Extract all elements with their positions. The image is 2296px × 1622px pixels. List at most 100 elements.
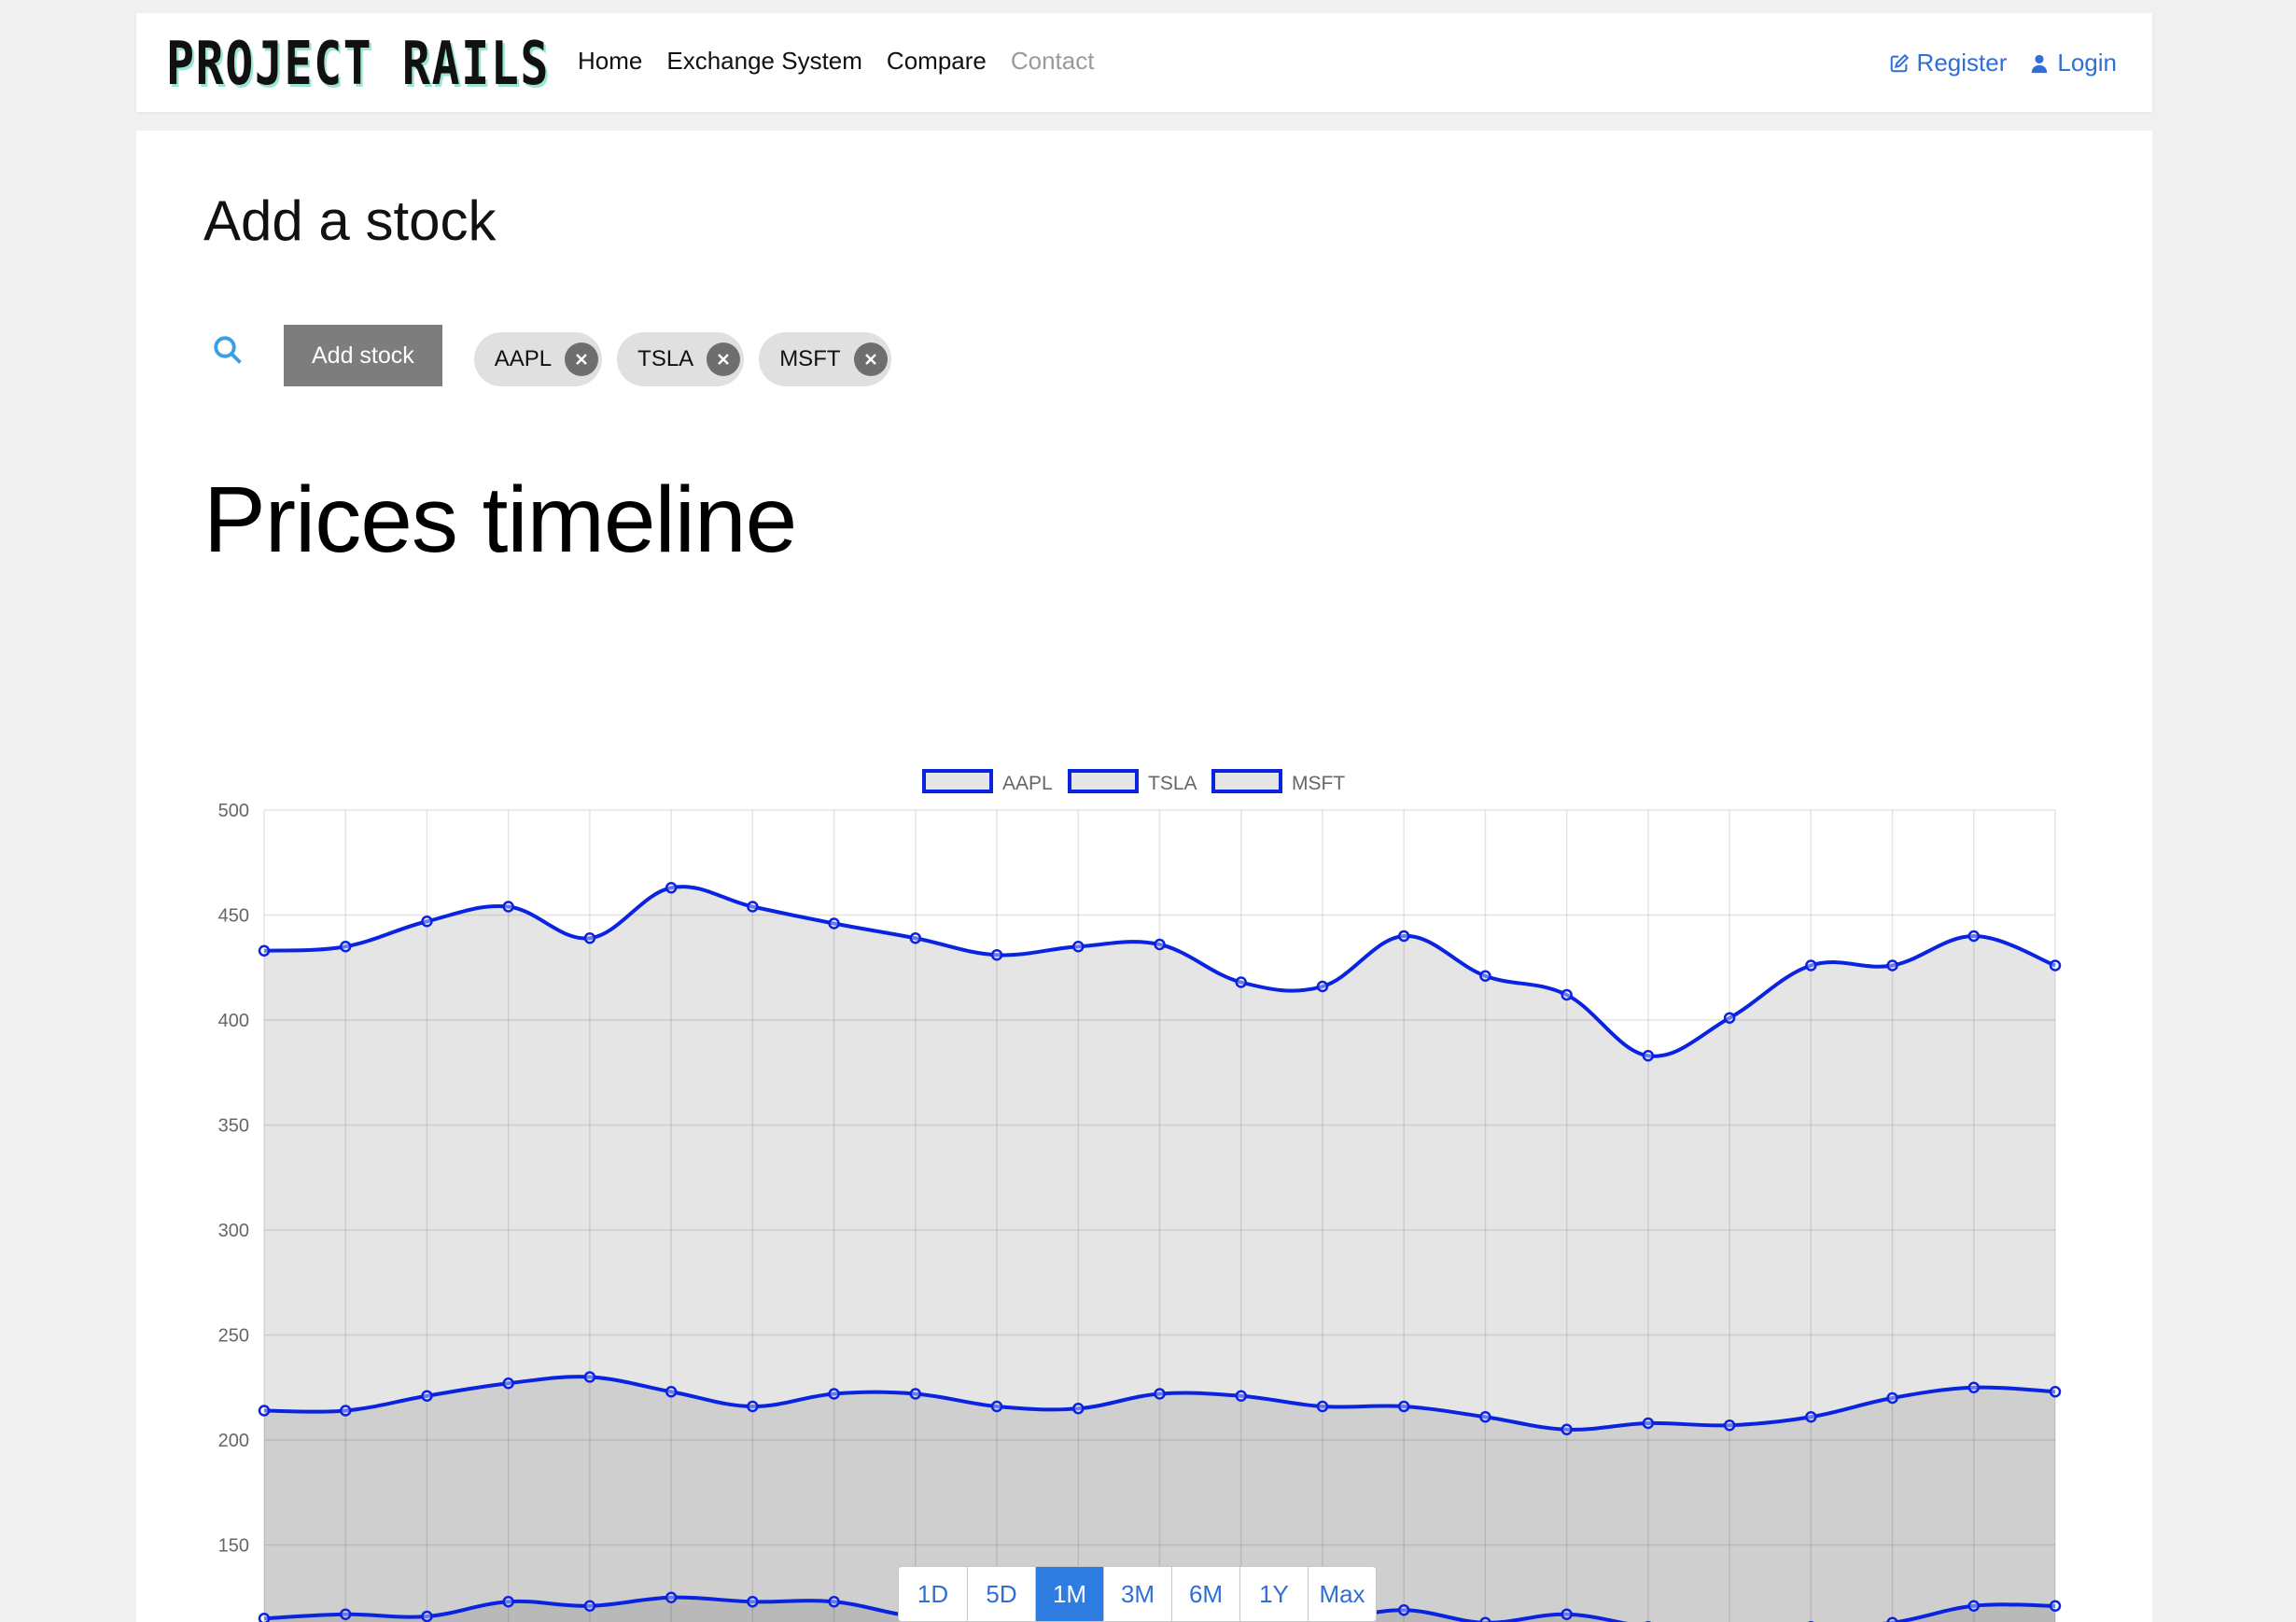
login-label: Login (2057, 49, 2117, 77)
data-point (1886, 1391, 1898, 1405)
data-point (1805, 1411, 1817, 1423)
data-point (421, 1610, 433, 1622)
add-stock-button[interactable]: Add stock (284, 325, 442, 386)
data-point (1072, 1403, 1085, 1415)
data-point (1723, 1419, 1736, 1432)
data-point (1561, 988, 1573, 1001)
data-point (339, 941, 352, 953)
data-point (2049, 1600, 2062, 1612)
chip-label: MSFT (779, 346, 841, 371)
data-point (1235, 976, 1247, 988)
data-point (502, 1377, 514, 1390)
range-1d[interactable]: 1D (899, 1567, 967, 1621)
add-stock-title: Add a stock (203, 189, 497, 252)
prices-chart: 100150200250300350400450500Oct 7Oct 8Oct… (218, 769, 2062, 1622)
data-point (339, 1608, 352, 1620)
nav-exchange-system[interactable]: Exchange System (666, 47, 862, 75)
range-1y[interactable]: 1Y (1239, 1567, 1308, 1621)
brand-logo[interactable]: PROJECT RAILS (166, 30, 550, 99)
legend-swatch-msft (1211, 769, 1282, 793)
data-point (1967, 1381, 1981, 1393)
data-point (421, 916, 433, 928)
data-point (909, 1388, 922, 1400)
data-point (1967, 930, 1981, 943)
legend-swatch-tsla (1068, 769, 1139, 793)
data-point (1642, 1050, 1655, 1062)
register-link[interactable]: Register (1889, 49, 2008, 77)
legend-label-tsla: TSLA (1148, 773, 1197, 794)
range-3m[interactable]: 3M (1103, 1567, 1171, 1621)
data-point (1561, 1423, 1573, 1435)
y-tick-label: 500 (218, 801, 249, 821)
data-point (583, 932, 596, 944)
y-tick-label: 150 (218, 1536, 249, 1557)
data-point (990, 949, 1003, 961)
data-point (1072, 941, 1085, 953)
y-tick-label: 400 (218, 1011, 249, 1031)
y-tick-label: 450 (218, 906, 249, 927)
series-area-tsla (264, 1377, 2055, 1622)
data-point (1316, 980, 1329, 993)
data-point (1805, 959, 1817, 972)
stock-chip-msft: MSFT (759, 332, 891, 386)
stock-chip-aapl: AAPL (473, 332, 603, 386)
legend-swatch-aapl (922, 769, 993, 793)
nav-compare[interactable]: Compare (886, 47, 987, 75)
data-point (1154, 1388, 1166, 1400)
main-card: Add a stock Add stock AAPL TSLA MSFT Pri… (136, 131, 2152, 1622)
search-icon[interactable] (211, 333, 245, 367)
register-label: Register (1916, 49, 2008, 77)
nav-home[interactable]: Home (578, 47, 643, 75)
data-point (1723, 1012, 1736, 1024)
edit-icon (1890, 53, 1909, 72)
data-point (1479, 970, 1491, 982)
data-point (747, 901, 759, 913)
data-point (1967, 1600, 1981, 1612)
data-point (502, 901, 514, 913)
data-point (2049, 959, 2062, 972)
y-tick-label: 250 (218, 1326, 249, 1347)
chip-label: TSLA (637, 346, 694, 371)
chip-label: AAPL (494, 346, 553, 371)
range-5d[interactable]: 5D (967, 1567, 1035, 1621)
legend-label-aapl: AAPL (1002, 773, 1053, 794)
data-point (339, 1405, 352, 1417)
login-link[interactable]: Login (2029, 49, 2117, 77)
data-point (583, 1371, 596, 1383)
navbar: PROJECT RAILS Home Exchange System Compa… (136, 13, 2152, 112)
range-max[interactable]: Max (1308, 1567, 1376, 1621)
data-point (1479, 1616, 1491, 1622)
data-point (1886, 959, 1898, 972)
data-point (258, 1613, 271, 1622)
auth-links: Register Login (1889, 49, 2117, 77)
data-point (1642, 1417, 1655, 1430)
data-point (1886, 1616, 1898, 1622)
y-tick-label: 350 (218, 1116, 249, 1137)
range-1m[interactable]: 1M (1035, 1567, 1103, 1621)
stock-chip-tsla: TSLA (617, 332, 745, 386)
close-icon[interactable] (707, 343, 741, 376)
data-point (583, 1600, 596, 1612)
add-stock-row: Add stock AAPL TSLA MSFT (211, 323, 906, 388)
data-point (421, 1390, 433, 1402)
nav-contact[interactable]: Contact (1010, 47, 1095, 75)
prices-timeline-title: Prices timeline (203, 468, 797, 572)
data-point (828, 1596, 840, 1608)
data-point (828, 1388, 840, 1400)
data-point (1397, 1604, 1410, 1616)
legend-label-msft: MSFT (1292, 773, 1345, 794)
data-point (1235, 1390, 1247, 1402)
y-tick-label: 300 (218, 1221, 249, 1241)
data-point (502, 1596, 514, 1608)
data-point (909, 932, 922, 944)
data-point (1316, 1400, 1329, 1413)
data-point (1397, 1400, 1410, 1413)
close-icon[interactable] (853, 343, 888, 376)
data-point (665, 1591, 678, 1603)
close-icon[interactable] (565, 343, 599, 376)
range-selector: 1D 5D 1M 3M 6M 1Y Max (898, 1566, 1377, 1622)
range-6m[interactable]: 6M (1171, 1567, 1239, 1621)
data-point (1479, 1411, 1491, 1423)
data-point (1154, 938, 1166, 951)
data-point (828, 917, 840, 930)
